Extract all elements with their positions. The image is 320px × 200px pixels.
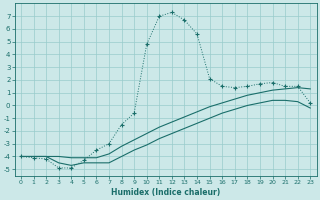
X-axis label: Humidex (Indice chaleur): Humidex (Indice chaleur): [111, 188, 220, 197]
